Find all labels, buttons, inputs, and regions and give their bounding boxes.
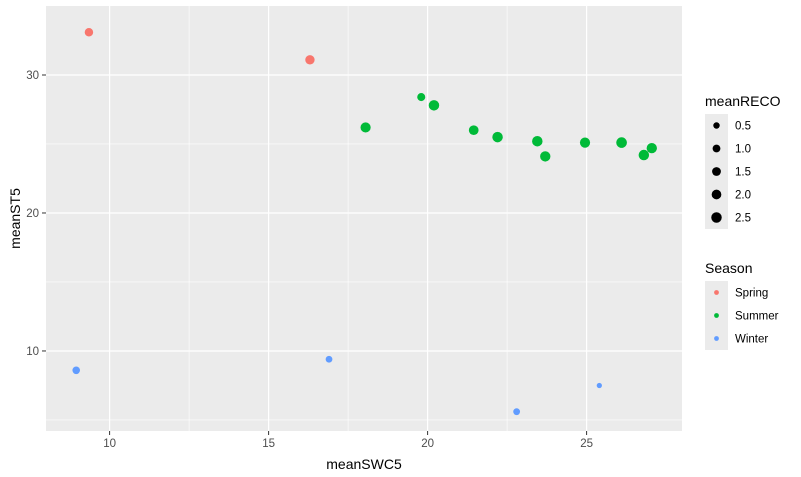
size-legend-label: 1.0 bbox=[735, 144, 751, 156]
x-tick-label: 15 bbox=[262, 438, 275, 450]
y-tick-label: 10 bbox=[26, 346, 39, 358]
color-legend-label: Winter bbox=[735, 334, 768, 346]
data-point-summer bbox=[638, 149, 650, 161]
data-point-summer bbox=[646, 142, 657, 154]
x-tick-label: 10 bbox=[103, 438, 116, 450]
x-tick-label: 20 bbox=[421, 438, 434, 450]
color-legend: Season Spring Summer Winter bbox=[705, 260, 779, 350]
data-point-summer bbox=[428, 100, 440, 111]
size-legend-symbol bbox=[711, 189, 722, 200]
data-point-winter bbox=[325, 355, 333, 363]
color-legend-label: Summer bbox=[735, 311, 779, 323]
grid-lines bbox=[46, 6, 682, 431]
data-point-summer bbox=[532, 135, 543, 147]
data-point-summer bbox=[417, 93, 426, 102]
axes: 10 15 20 25 10 20 30 bbox=[26, 70, 593, 450]
data-points bbox=[72, 27, 657, 416]
plot-panel bbox=[46, 6, 682, 431]
color-legend-symbol-spring bbox=[714, 290, 719, 295]
y-axis-title: meanST5 bbox=[7, 188, 23, 249]
color-legend-symbol-summer bbox=[714, 313, 719, 318]
data-point-summer bbox=[360, 122, 371, 133]
size-legend-label: 1.5 bbox=[735, 167, 751, 179]
size-legend-label: 2.5 bbox=[735, 213, 751, 225]
data-point-spring bbox=[305, 55, 315, 65]
data-point-winter bbox=[72, 366, 80, 375]
size-legend-title: meanRECO bbox=[705, 93, 781, 109]
data-point-summer bbox=[616, 137, 627, 148]
color-legend-label: Spring bbox=[735, 288, 768, 300]
size-legend-symbol bbox=[712, 144, 721, 153]
color-legend-title: Season bbox=[705, 260, 752, 276]
data-point-summer bbox=[540, 151, 551, 162]
data-point-winter bbox=[513, 408, 521, 416]
data-point-summer bbox=[468, 125, 479, 136]
size-legend-symbol bbox=[712, 167, 721, 176]
color-legend-symbol-winter bbox=[714, 336, 719, 341]
y-tick-label: 30 bbox=[26, 70, 39, 82]
size-legend-label: 0.5 bbox=[735, 121, 751, 133]
size-legend-symbol bbox=[713, 122, 720, 129]
x-tick-label: 25 bbox=[580, 438, 593, 450]
x-axis-title: meanSWC5 bbox=[326, 456, 402, 472]
size-legend-label: 2.0 bbox=[735, 190, 751, 202]
data-point-summer bbox=[579, 137, 591, 148]
size-legend-symbol bbox=[711, 212, 722, 223]
data-point-winter bbox=[596, 382, 602, 389]
y-tick-label: 20 bbox=[26, 208, 39, 220]
data-point-summer bbox=[492, 131, 503, 143]
size-legend: meanRECO 0.5 1.0 1.5 2.0 2.5 bbox=[705, 93, 781, 229]
data-point-spring bbox=[84, 27, 94, 37]
